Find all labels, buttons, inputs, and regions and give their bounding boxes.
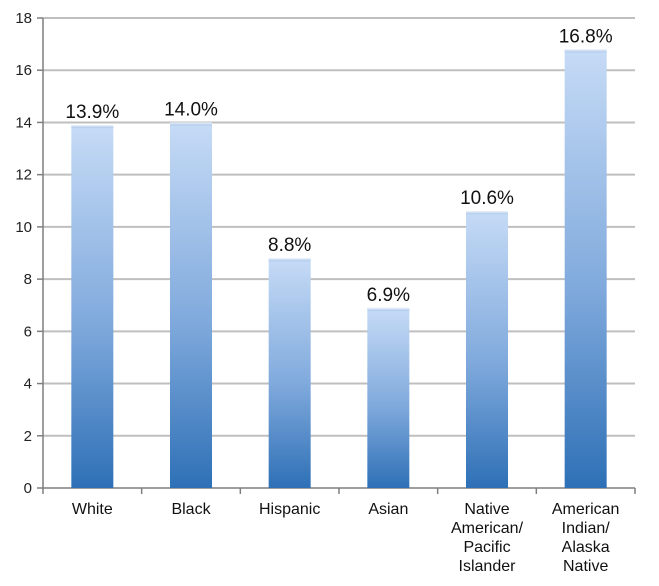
labels: 0 2 4 6 8 10 12 14 16 18 13.9% White 14.0% Black 8.8% H… (15, 10, 619, 575)
bar-cap (564, 49, 607, 53)
x-category-label-line: Asian (368, 501, 408, 518)
data-label: 10.6% (460, 188, 514, 209)
x-category-label: American Indian/Alaska Native (552, 501, 620, 575)
x-category-label-line: Native (464, 501, 509, 518)
x-category-label-line: American (552, 501, 620, 518)
x-category-label: White (72, 501, 113, 518)
x-category-label-line: Hispanic (259, 501, 320, 518)
x-category-label: Black (171, 501, 211, 518)
y-tick-label: 8 (24, 271, 32, 288)
y-tick-label: 2 (24, 428, 32, 445)
bar-cap (466, 211, 508, 215)
gridlines (43, 17, 635, 437)
bar-cap (268, 258, 311, 262)
data-label: 14.0% (164, 99, 218, 120)
x-category-label-line: Alaska (562, 539, 610, 556)
x-category-label-line: White (72, 501, 113, 518)
bar-cap (71, 125, 114, 129)
data-label: 6.9% (367, 285, 410, 306)
y-tick-label: 0 (24, 480, 32, 497)
bar (71, 125, 114, 489)
y-tick-label: 18 (15, 10, 32, 27)
x-category-label: Hispanic (259, 501, 320, 518)
bar (466, 211, 508, 488)
y-tick-label: 6 (24, 323, 32, 340)
x-category-label-line: Islander (459, 558, 517, 575)
y-tick-label: 14 (15, 114, 32, 131)
x-category-label-line: Pacific (463, 539, 510, 556)
bar-cap (170, 122, 212, 126)
x-category-label-line: Native (563, 558, 608, 575)
bar (170, 122, 212, 488)
x-category-label: Native American/Pacific Islander (451, 501, 524, 575)
bar-cap (367, 307, 410, 311)
y-tick-label: 16 (15, 62, 32, 79)
data-label: 16.8% (559, 26, 613, 47)
bar (367, 307, 410, 488)
data-label: 13.9% (65, 102, 119, 123)
bar (268, 258, 311, 488)
x-category-label-line: Indian/ (562, 520, 611, 537)
y-tick-label: 10 (15, 219, 32, 236)
x-category-label-line: American/ (451, 520, 524, 537)
x-category-label: Asian (368, 501, 408, 518)
x-category-label-line: Black (171, 501, 211, 518)
y-tick-label: 4 (24, 376, 32, 393)
y-tick-label: 12 (15, 167, 32, 184)
data-label: 8.8% (268, 235, 311, 256)
bar (564, 49, 607, 488)
bars (71, 49, 607, 489)
axes (37, 17, 636, 494)
